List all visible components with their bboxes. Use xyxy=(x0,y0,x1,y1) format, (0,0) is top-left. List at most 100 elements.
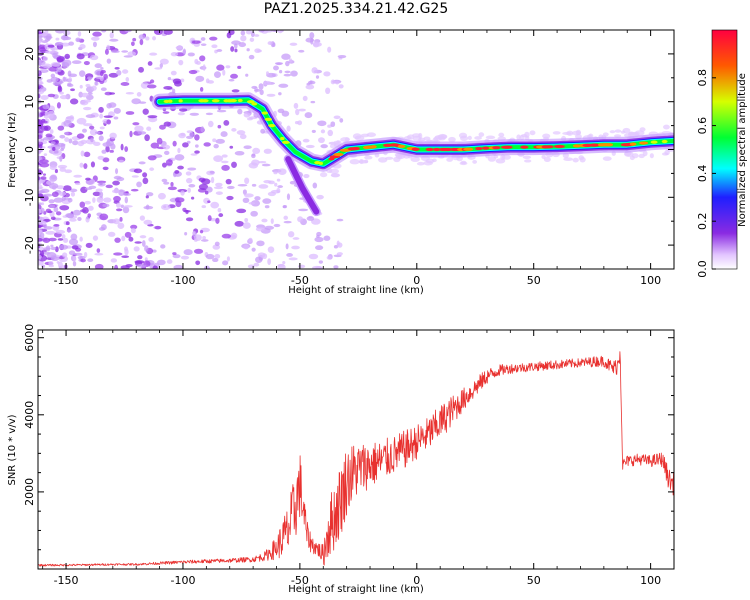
noise-blob xyxy=(82,128,87,133)
noise-blob xyxy=(105,145,110,153)
noise-blob xyxy=(55,229,66,235)
halo-blob xyxy=(602,132,609,137)
noise-blob xyxy=(205,112,213,116)
noise-blob xyxy=(147,61,153,66)
noise-blob xyxy=(273,223,281,228)
noise-blob xyxy=(298,264,306,269)
spectrogram-x-tick-label: -100 xyxy=(170,274,195,287)
noise-blob xyxy=(102,142,112,147)
noise-blob xyxy=(50,144,61,151)
noise-blob xyxy=(55,37,60,41)
noise-blob xyxy=(56,56,65,62)
noise-blob xyxy=(100,224,107,231)
noise-blob xyxy=(89,54,99,61)
noise-blob xyxy=(45,230,56,235)
noise-blob xyxy=(260,128,266,134)
noise-blob xyxy=(234,220,244,227)
noise-blob xyxy=(69,188,78,193)
halo-blob xyxy=(642,150,648,157)
halo-blob xyxy=(522,155,532,159)
halo-blob xyxy=(524,159,532,163)
halo-blob xyxy=(474,136,482,140)
noise-blob xyxy=(137,255,143,260)
noise-blob xyxy=(99,191,104,198)
noise-blob xyxy=(159,124,166,130)
noise-blob xyxy=(259,89,264,96)
noise-blob xyxy=(73,252,83,256)
noise-blob xyxy=(231,89,240,93)
noise-blob xyxy=(48,199,55,204)
noise-blob xyxy=(339,118,344,123)
noise-blob xyxy=(282,205,287,209)
ridge-core xyxy=(178,99,183,103)
noise-blob xyxy=(175,200,182,208)
noise-blob xyxy=(105,184,113,189)
noise-blob xyxy=(248,202,256,205)
noise-blob xyxy=(157,259,166,266)
noise-blob xyxy=(44,111,49,117)
noise-blob xyxy=(109,38,119,42)
noise-blob xyxy=(244,193,254,198)
noise-blob xyxy=(264,225,275,230)
noise-blob xyxy=(76,53,85,60)
spectrogram-y-tick-label: -20 xyxy=(23,236,36,254)
noise-blob xyxy=(103,197,112,203)
noise-blob xyxy=(84,187,93,190)
noise-blob xyxy=(63,120,72,127)
noise-blob xyxy=(200,126,205,133)
noise-blob xyxy=(292,237,300,240)
noise-blob xyxy=(200,37,206,41)
noise-blob xyxy=(98,106,104,113)
noise-blob xyxy=(142,172,148,178)
noise-blob xyxy=(59,91,64,95)
halo-blob xyxy=(406,134,415,140)
ridge-core xyxy=(463,147,474,151)
colorbar: 0.0 0.2 0.4 0.6 0.8 Normalized spectral ampl… xyxy=(696,29,748,278)
ridge-core xyxy=(281,140,290,144)
noise-blob xyxy=(185,177,193,184)
noise-blob xyxy=(180,190,185,196)
noise-blob xyxy=(85,216,90,223)
noise-blob xyxy=(172,78,182,84)
noise-blob xyxy=(38,155,43,161)
halo-blob xyxy=(529,130,536,136)
noise-blob xyxy=(124,231,132,238)
noise-blob xyxy=(286,125,291,132)
noise-blob xyxy=(306,216,315,221)
noise-blob xyxy=(100,67,104,70)
noise-blob xyxy=(187,167,197,171)
noise-blob xyxy=(38,237,44,242)
noise-blob xyxy=(248,54,255,60)
ridge-core xyxy=(268,124,276,128)
noise-blob xyxy=(225,178,232,185)
noise-blob xyxy=(117,222,125,229)
noise-blob xyxy=(110,258,118,263)
noise-blob xyxy=(72,261,77,267)
noise-blob xyxy=(245,30,253,35)
noise-blob xyxy=(92,191,101,197)
noise-blob xyxy=(93,141,101,146)
noise-blob xyxy=(72,256,77,262)
halo-blob xyxy=(633,131,640,136)
noise-blob xyxy=(183,209,192,213)
noise-blob xyxy=(49,204,56,209)
noise-blob xyxy=(137,131,147,135)
noise-blob xyxy=(312,265,322,269)
noise-blob xyxy=(190,196,195,200)
noise-blob xyxy=(273,170,278,175)
noise-blob xyxy=(153,30,163,35)
noise-blob xyxy=(57,238,64,241)
noise-blob xyxy=(107,138,111,144)
noise-blob xyxy=(80,209,87,213)
noise-blob xyxy=(226,185,235,190)
noise-blob xyxy=(199,229,204,234)
noise-blob xyxy=(49,175,58,182)
noise-blob xyxy=(283,215,289,220)
noise-blob xyxy=(258,83,264,90)
noise-blob xyxy=(89,129,98,136)
noise-blob xyxy=(225,65,231,69)
noise-blob xyxy=(226,195,234,201)
noise-blob xyxy=(287,231,295,238)
snr-panel: -150 -100 -50 0 50 100 2000 4000 6000 Height of… xyxy=(7,324,675,595)
noise-blob xyxy=(152,36,157,41)
